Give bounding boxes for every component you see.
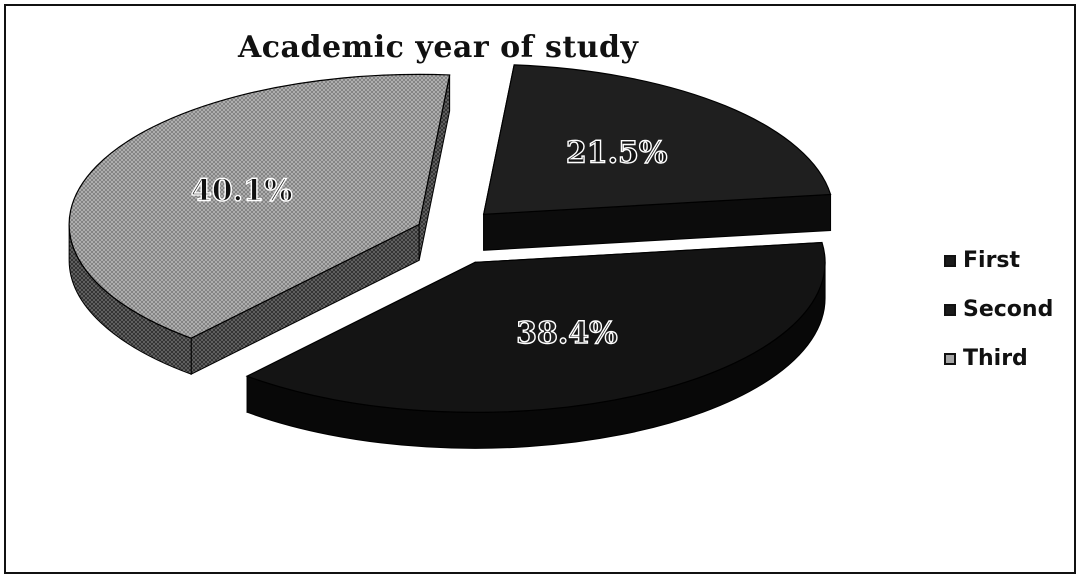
pie-slice-first bbox=[482, 64, 832, 251]
legend-label-third: Third bbox=[963, 346, 1028, 371]
pie-chart: 21.5% 38.4% 40.1% bbox=[68, 64, 832, 449]
pie-slice-third bbox=[68, 73, 451, 375]
legend-swatch-third bbox=[944, 352, 956, 365]
data-label-second: 38.4% bbox=[516, 316, 618, 351]
chart-title: Academic year of study bbox=[238, 30, 639, 65]
chart-frame: Academic year of study 21.5% 38.4% 40.1% F… bbox=[4, 4, 1076, 574]
legend-swatch-first bbox=[944, 254, 956, 267]
legend-swatch-second bbox=[944, 303, 956, 316]
data-label-third: 40.1% bbox=[191, 173, 293, 208]
legend: First Second Third bbox=[944, 236, 1053, 383]
data-labels-layer: 21.5% 38.4% 40.1% bbox=[190, 135, 668, 352]
legend-item-first: First bbox=[944, 236, 1053, 285]
pie-slice-second bbox=[245, 241, 826, 449]
legend-label-first: First bbox=[963, 248, 1021, 273]
legend-item-second: Second bbox=[944, 285, 1053, 334]
legend-item-third: Third bbox=[944, 334, 1053, 383]
slices-layer bbox=[68, 64, 832, 449]
data-label-first: 21.5% bbox=[566, 136, 668, 171]
legend-label-second: Second bbox=[963, 297, 1054, 322]
